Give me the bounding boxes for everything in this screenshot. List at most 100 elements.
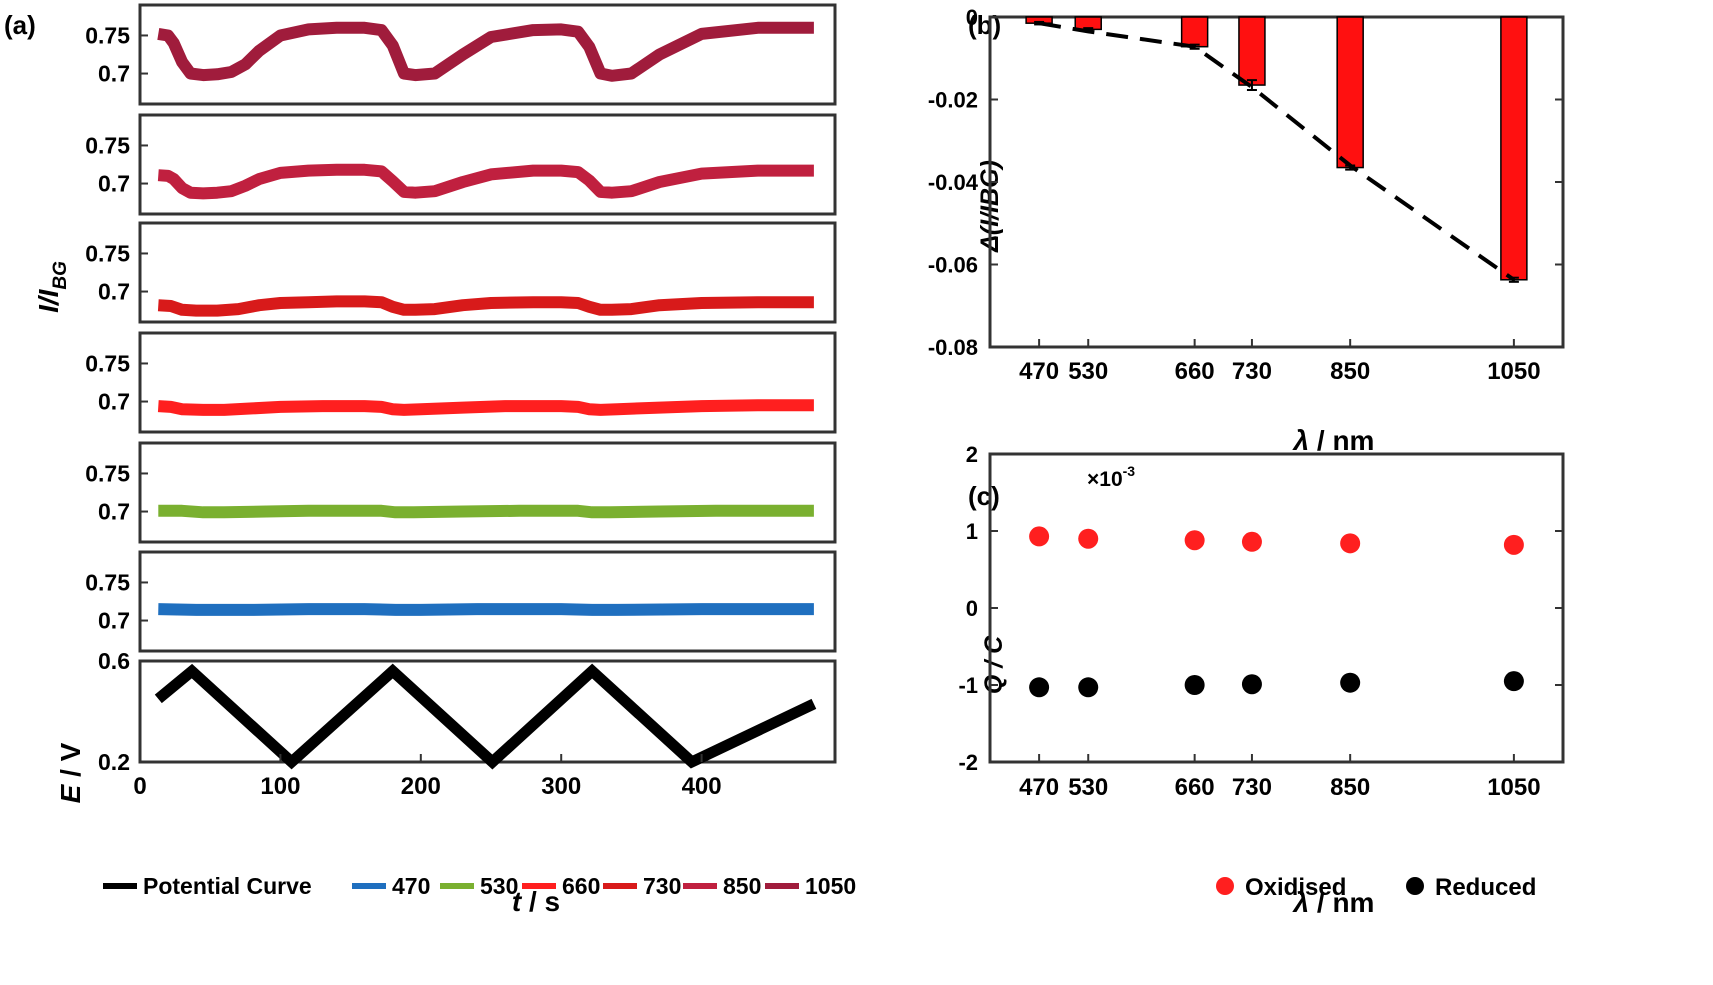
legend-label: 1050 [805,873,856,899]
point-reduced-850 [1340,672,1361,693]
panel-a-x-ticks: 0 100 200 300 400 [133,754,722,800]
legend-item-potential-curve: Potential Curve [103,873,312,899]
series-line-1050 [157,21,814,82]
bar-730 [1238,16,1266,86]
y-tick-label: 0.7 [98,499,130,525]
panel-c-x-tick-label: 660 [1175,774,1215,801]
legend-label: Potential Curve [143,873,312,899]
panel-b-x-tick-label: 470 [1019,358,1059,385]
panel-b-y-tick-label: 0 [966,5,978,30]
series-line-850 [157,163,814,200]
panel-c-y-tick-label: 2 [966,442,978,467]
y-tick-label: 0.75 [85,22,130,48]
point-reduced-660 [1184,675,1205,695]
panel-a-legend: Potential Curve 470 530 660 730 850 1050 [103,873,856,899]
y-tick-label: 0.75 [85,569,130,595]
point-reduced-470 [1029,677,1050,698]
y-tick-label: 0.7 [98,171,130,197]
series-line-730 [157,295,814,317]
subplot-frame [138,3,837,106]
panel-c-x-label: λ / nm [1292,887,1375,918]
panel-c-label: (c) [968,481,1000,511]
panel-c-y-tick-label: -2 [958,750,978,775]
x-tick-label: 200 [401,773,441,800]
panel-b-label: (b) [968,10,1001,40]
subplot-850: 0.75 0.7 [85,113,837,216]
point-oxidised-660 [1184,530,1205,551]
panel-a-y-label: I/IBG [33,261,71,313]
subplot-frame [138,550,837,653]
y-tick-label: 0.75 [85,460,130,486]
x-tick-label: 400 [682,773,722,800]
bar-1050 [1500,16,1528,281]
legend-label: Oxidised [1245,874,1346,901]
legend-marker [1406,877,1424,895]
bar-660 [1180,16,1209,48]
legend-item-660: 660 [522,873,600,899]
trend-dashed-line [1038,21,1516,282]
panel-b-x-tick-label: 1050 [1487,358,1540,385]
panel-a-x-label: t / s [512,886,560,917]
x-tick-label: 0 [133,773,146,800]
legend-item-470: 470 [352,873,430,899]
subplot-frame [138,331,837,434]
x-tick-label: 300 [541,773,581,800]
potential-y-tick-label: 0.6 [98,648,130,674]
panel-a-subplots: 0.750.70.750.70.750.70.750.70.750.70.750… [85,3,837,653]
point-reduced-1050 [1503,671,1524,692]
point-oxidised-850 [1340,533,1361,554]
subplot-660: 0.75 0.7 [85,331,837,434]
y-tick-label: 0.75 [85,350,130,376]
y-tick-label: 0.7 [98,389,130,415]
legend-label: 530 [480,873,518,899]
legend-item-530: 530 [440,873,518,899]
point-reduced-530 [1078,677,1099,698]
panel-b-x-label: λ / nm [1292,425,1375,456]
series-line-530 [158,504,814,519]
panel-b-y-tick-label: -0.04 [928,170,979,195]
legend-label: 660 [562,873,600,899]
panel-c-x-tick-label: 1050 [1487,774,1540,801]
legend-label: 850 [723,873,761,899]
legend-item-oxidised: Oxidised [1216,874,1346,901]
panel-a: (a) I/IBG E / V 0.75 0.7 0.75 0.7 0.75 0.7 0.7… [4,3,856,917]
legend-item-reduced: Reduced [1406,874,1536,901]
panel-a-potential-y-label: E / V [55,742,86,803]
panel-c-y-tick-label: 0 [966,596,978,621]
panel-a-label: (a) [4,10,36,40]
potential-curve-line [154,663,817,770]
subplot-530: 0.75 0.7 [85,441,837,544]
series-line-660 [157,399,814,416]
legend-marker [1216,877,1234,895]
y-tick-label: 0.7 [98,608,130,634]
y-tick-label: 0.75 [85,132,130,158]
panel-b-y-tick-label: -0.08 [928,335,978,360]
panel-c-multiplier: ×10-3 [1087,463,1135,491]
legend-label: Reduced [1435,874,1536,901]
panel-b-x-tick-label: 850 [1330,358,1370,385]
bar-850 [1336,16,1364,169]
legend-label: 730 [643,873,681,899]
subplot-frame [138,441,837,544]
legend-item-1050: 1050 [765,873,856,899]
point-reduced-730 [1241,674,1262,695]
legend-label: 470 [392,873,430,899]
point-oxidised-470 [1029,526,1050,547]
subplot-470: 0.75 0.7 [85,550,837,653]
panel-a-potential-plot: 0.6 0.2 [98,648,837,775]
subplot-frame [138,113,837,216]
potential-y-tick-label: 0.2 [98,749,130,775]
panel-c-y-tick-label: 1 [966,519,978,544]
y-tick-label: 0.75 [85,240,130,266]
subplot-1050: 0.75 0.7 [85,3,837,106]
panel-b-y-tick-label: -0.02 [928,88,978,113]
panel-b-frame [988,15,1565,349]
panel-c-legend: Oxidised Reduced [1216,874,1536,901]
point-oxidised-1050 [1503,534,1524,555]
point-oxidised-730 [1241,531,1262,552]
subplot-730: 0.75 0.7 [85,221,837,324]
panel-c-plot: 2 1 0 -1 -2 470 530 660 730 850 1050 [958,442,1565,801]
